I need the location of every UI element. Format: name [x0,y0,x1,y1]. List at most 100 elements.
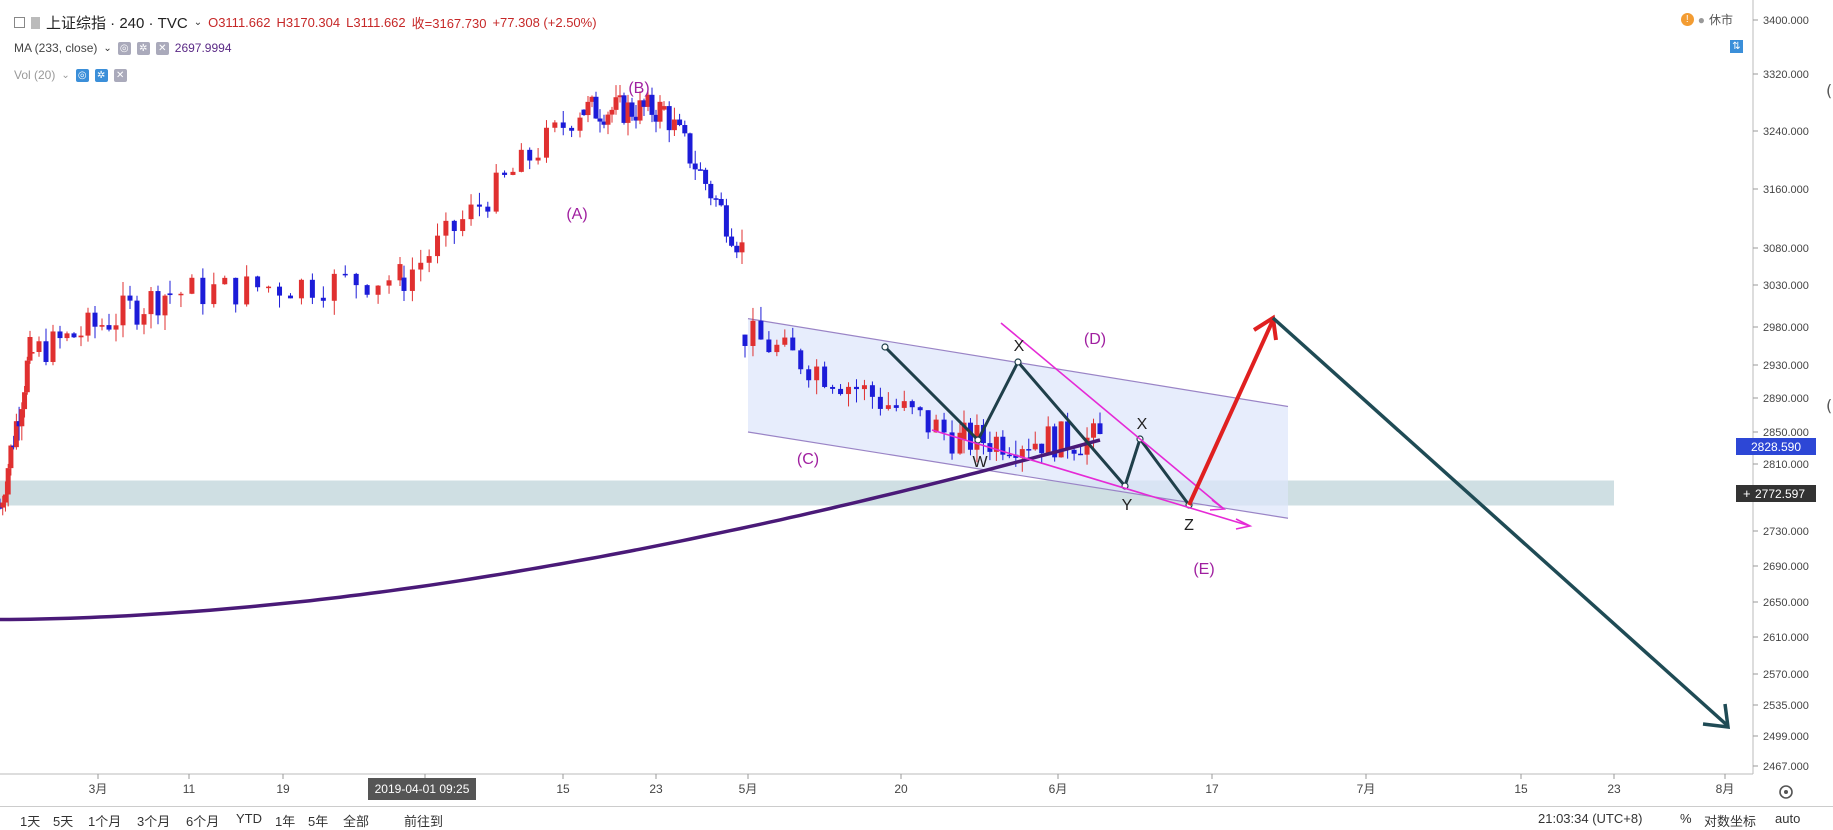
candle-body [750,320,756,346]
range-1m[interactable]: 1个月 [88,814,122,829]
range-ytd[interactable]: YTD [236,811,262,826]
candle-body [893,405,899,408]
auto-scale-toggle[interactable]: auto [1775,811,1801,826]
candle-body [5,468,11,495]
candle-body [901,401,907,408]
candle-body [71,333,77,338]
pink-lower-trend [931,429,1251,527]
candle-body [2,494,8,503]
candle-body [597,118,603,122]
x-tick-label: 11 [183,782,196,796]
range-5y[interactable]: 5年 [308,814,329,829]
teal-arrow-down [1271,316,1730,728]
clock: 21:03:34 (UTC+8) [1538,811,1643,826]
y-tick-label: 3030.000 [1763,280,1809,292]
candle-body [510,171,516,175]
candle-body [739,242,745,253]
candle-body [27,336,33,361]
x-tick-label: 8月 [1716,782,1735,796]
gear-icon[interactable]: ✲ [94,68,108,82]
log-scale-toggle[interactable]: 对数坐标 [1704,814,1757,829]
candle-body [0,502,6,508]
scale-toggle-icon[interactable]: ⇅ [1730,40,1743,53]
y-tick-label: 2610.000 [1763,632,1809,644]
candle-body [148,291,154,315]
pink-arrowhead [1235,518,1253,530]
candle-body [1078,453,1084,456]
candle-body [980,424,986,444]
candle-body [451,220,457,232]
svg-text:2828.590: 2828.590 [1751,440,1801,454]
symbol-title[interactable]: 上证综指 · 240 · TVC [46,15,188,32]
candle-body [141,314,147,325]
channel-lower-line [747,431,1289,519]
candle-body [1084,437,1090,455]
wave-point [881,343,889,351]
settings-gear-icon[interactable] [1779,785,1793,799]
y-tick-label: 3320.000 [1763,69,1809,81]
x-tick-label: 6月 [1049,782,1068,796]
eye-icon[interactable]: ◎ [75,68,89,82]
collapse-chevron-icon[interactable]: ( [1826,396,1832,415]
ma-label[interactable]: MA (233, close) [14,41,98,55]
x-tick-label: 15 [556,782,570,796]
chevron-down-icon[interactable]: ⌄ [103,42,112,54]
candle-body [1058,421,1064,458]
candle-body [29,351,35,354]
y-tick-label: 2980.000 [1763,322,1809,334]
candle-body [560,122,566,128]
chevron-down-icon[interactable]: ⌄ [193,17,203,28]
eye-icon[interactable]: ◎ [117,41,131,55]
candle-body [211,284,217,305]
candle-body [774,344,780,353]
candle-body [633,116,639,121]
range-5d[interactable]: 5天 [53,814,74,829]
close-icon[interactable]: ✕ [155,41,169,55]
collapse-square-icon[interactable] [14,17,25,28]
x-tick-label: 17 [1205,782,1219,796]
price-tag-crosshair: 2772.597 + [1736,485,1816,502]
x-tick-label: 5月 [739,782,758,796]
candle-body [24,360,30,393]
candle-body [92,312,98,327]
candle-body [925,410,931,433]
red-arrow-up [1187,319,1275,506]
candle-body [493,172,499,212]
gear-icon[interactable]: ✲ [136,41,150,55]
candle-body [718,198,724,206]
candle-body [401,277,407,291]
market-status-label: 休市 [1708,13,1733,27]
goto-button[interactable]: 前往到 [404,814,444,829]
chevron-down-icon[interactable]: ⌄ [61,69,70,81]
range-1d[interactable]: 1天 [20,814,41,829]
candle-body [36,341,42,352]
candle-body [1097,423,1103,435]
price-chart[interactable]: (A) (B) (C) (D) (E) W X Y X Z 3400.000 3320.000 324… [0,0,1833,806]
candle-body [671,119,677,131]
expand-chevron-icon[interactable]: ( [1826,81,1832,100]
y-tick-label: 2810.000 [1763,459,1809,471]
y-tick-label: 2467.000 [1763,761,1809,773]
percent-toggle[interactable]: % [1680,811,1692,826]
candle-body [106,325,112,330]
range-6m[interactable]: 6个月 [186,814,220,829]
range-1y[interactable]: 1年 [275,814,296,829]
candle-body [687,133,693,164]
close-icon[interactable]: ✕ [113,68,127,82]
x-tick-label: 20 [894,782,908,796]
wave-label: X [1014,338,1025,355]
vol-label[interactable]: Vol (20) [14,68,56,82]
y-tick-label: 2570.000 [1763,669,1809,681]
candle-body [244,276,250,305]
pink-arrowhead [1209,499,1227,511]
candle-body [1039,443,1045,454]
candle-body [22,392,28,410]
candle-body [677,119,683,126]
support-zone [0,480,1614,506]
range-3m[interactable]: 3个月 [137,814,171,829]
range-all[interactable]: 全部 [343,814,370,829]
price-tag-current: 2828.590 [1736,438,1816,455]
candle-body [1026,449,1032,451]
candle-body [742,334,748,346]
candle-body [853,386,859,390]
